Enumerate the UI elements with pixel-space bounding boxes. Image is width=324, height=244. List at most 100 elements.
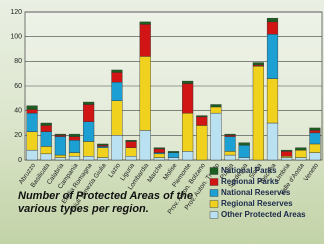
x-tick-label: Marche — [146, 162, 164, 184]
legend-swatch — [210, 190, 218, 197]
bar-segment — [27, 109, 38, 113]
legend-label: Regional Reserves — [221, 199, 293, 208]
bar-segment — [69, 153, 80, 157]
y-tick-label: 20 — [14, 132, 22, 139]
bar-segment — [83, 156, 94, 160]
legend-label: Other Protected Areas — [221, 210, 306, 219]
y-tick-label: 0 — [18, 157, 22, 164]
legend-label: Regional Parks — [221, 177, 279, 186]
y-tick-label: 80 — [14, 58, 22, 65]
bar-segment — [154, 158, 165, 160]
legend-swatch — [210, 212, 218, 219]
bar-segment — [69, 140, 80, 152]
bar-segment — [140, 56, 151, 130]
bar-segment — [112, 82, 123, 101]
bar-segment — [168, 158, 179, 160]
bar-segment — [310, 133, 321, 144]
bar-segment — [154, 149, 165, 153]
bar-segment — [69, 156, 80, 160]
bar-segment — [267, 123, 278, 160]
bar-segment — [295, 148, 306, 150]
bar-segment — [27, 132, 38, 151]
bar-segment — [97, 158, 108, 160]
y-tick-label: 40 — [14, 108, 22, 115]
bar-segment — [182, 84, 193, 114]
bar-segment — [140, 24, 151, 56]
bar-segment — [140, 22, 151, 24]
bar-segment — [168, 153, 179, 158]
bar-segment — [295, 158, 306, 160]
bar-segment — [83, 102, 94, 104]
y-tick-label: 60 — [14, 83, 22, 90]
bar-segment — [69, 134, 80, 136]
bar-segment — [112, 72, 123, 82]
caption: Number of Protected Areas of the various… — [18, 190, 198, 216]
legend-swatch — [210, 201, 218, 208]
bar-segment — [112, 135, 123, 160]
bar-segment — [41, 125, 52, 131]
bar-segment — [253, 66, 264, 160]
bar-segment — [267, 34, 278, 78]
bar-segment — [168, 151, 179, 152]
y-tick-label: 100 — [10, 34, 22, 41]
bar-segment — [55, 137, 66, 156]
bar-segment — [69, 137, 80, 141]
bar-segment — [225, 137, 236, 152]
bar-segment — [239, 143, 250, 145]
bar-segment — [27, 106, 38, 110]
bar-segment — [27, 113, 38, 132]
bar-segment — [41, 132, 52, 147]
bar-segment — [211, 113, 222, 160]
legend-swatch — [210, 179, 218, 186]
bar-segment — [97, 144, 108, 145]
bar-segment — [225, 134, 236, 135]
bar-segment — [253, 63, 264, 65]
bar-segment — [295, 150, 306, 157]
bar-segment — [267, 18, 278, 22]
bar-segment — [154, 148, 165, 149]
bar-segment — [225, 155, 236, 160]
bar-segment — [140, 130, 151, 160]
bar-segment — [211, 105, 222, 107]
bar-segment — [97, 148, 108, 158]
bar-segment — [182, 81, 193, 83]
bar-segment — [27, 150, 38, 160]
bar-segment — [211, 107, 222, 113]
bar-segment — [196, 125, 207, 160]
bar-segment — [112, 101, 123, 136]
bar-segment — [126, 156, 137, 160]
bar-segment — [267, 22, 278, 34]
bar-segment — [126, 140, 137, 141]
bar-segment — [281, 150, 292, 151]
bar-segment — [196, 117, 207, 126]
bar-segment — [41, 146, 52, 153]
bar-segment — [154, 154, 165, 158]
bar-segment — [239, 145, 250, 157]
bar-segment — [55, 155, 66, 157]
bar-segment — [182, 151, 193, 160]
bar-segment — [126, 142, 137, 148]
bar-segment — [281, 151, 292, 156]
bar-segment — [310, 153, 321, 160]
bar-segment — [112, 70, 123, 72]
bar-segment — [83, 105, 94, 122]
bar-segment — [239, 158, 250, 160]
y-tick-label: 120 — [10, 9, 22, 16]
screenshot: 020406080100120AbruzzoBasilicataCalabria… — [0, 0, 324, 244]
bar-segment — [310, 130, 321, 132]
legend-label: National Parks — [221, 166, 277, 175]
bar-segment — [126, 148, 137, 157]
bar-segment — [55, 134, 66, 135]
legend-swatch — [210, 168, 218, 175]
legend-label: National Reserves — [221, 188, 291, 197]
bar-segment — [281, 158, 292, 160]
bar-segment — [182, 113, 193, 151]
bar-segment — [310, 144, 321, 153]
bar-segment — [83, 122, 94, 142]
bar-segment — [83, 142, 94, 157]
x-tick-label: Veneto — [303, 162, 321, 183]
bar-segment — [41, 154, 52, 160]
bar-segment — [41, 123, 52, 125]
bar-segment — [310, 128, 321, 130]
bar-segment — [267, 79, 278, 123]
